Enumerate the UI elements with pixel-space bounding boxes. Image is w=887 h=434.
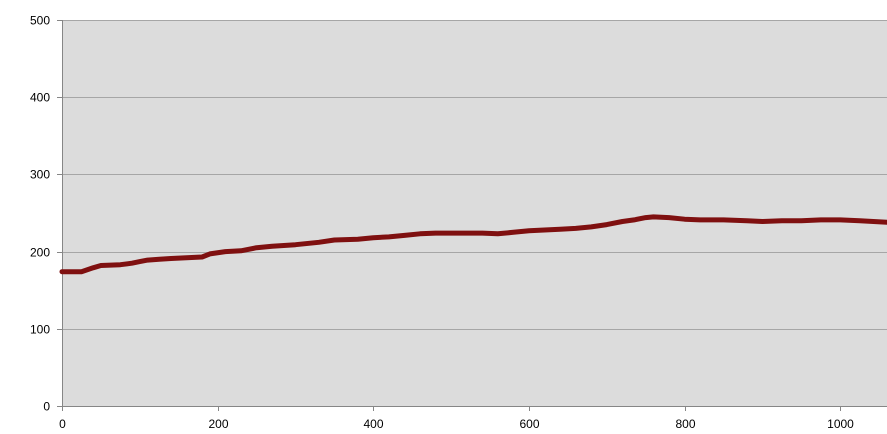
y-tick-label-300: 300 [30,168,50,182]
x-tick-label-800: 800 [675,417,695,431]
y-tick-label-0: 0 [43,400,50,414]
y-tick-label-500: 500 [30,14,50,28]
series-line-1 [59,214,887,275]
y-tick-label-100: 100 [30,323,50,337]
gridlines [62,20,887,330]
series-group [59,214,887,275]
x-tick-label-0: 0 [59,417,66,431]
y-tick-label-400: 400 [30,91,50,105]
x-tick-label-400: 400 [363,417,383,431]
plot-area [62,20,887,406]
y-tick-label-200: 200 [30,246,50,260]
axes [62,20,887,407]
x-tick-label-1000: 1000 [827,417,854,431]
y-axis-tick-labels: 0 100 200 300 400 500 [30,14,62,414]
x-tick-label-200: 200 [208,417,228,431]
x-axis-tick-labels: 0 200 400 600 800 1000 [59,406,854,431]
x-tick-label-600: 600 [519,417,539,431]
